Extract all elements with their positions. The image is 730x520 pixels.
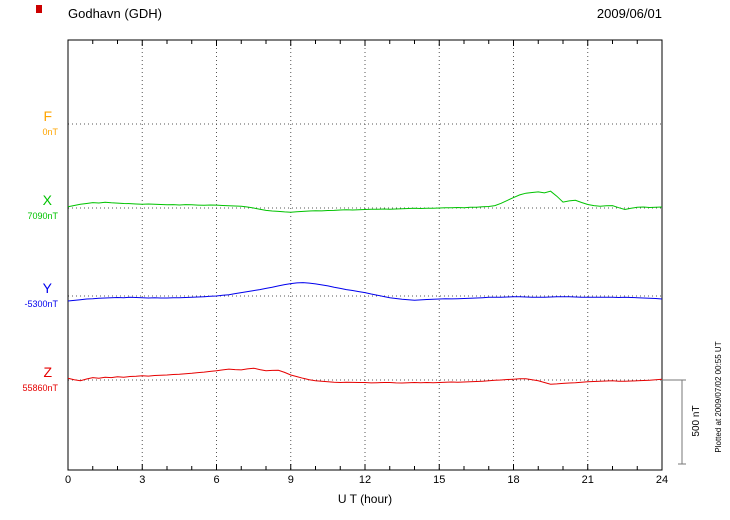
x-tick-label-0: 0 [64,474,72,486]
trace-Y [67,282,663,302]
series-baseline-value-F: 0nT [42,127,58,137]
series-baseline-value-Y: -5300nT [24,299,58,309]
series-letter-X: X [42,192,52,208]
series-letter-Y: Y [42,280,52,296]
scale-bar-label: 500 nT [691,405,702,437]
x-tick-label-18: 18 [507,474,520,486]
x-tick-label-24: 24 [655,474,669,486]
trace-Z [67,367,663,385]
x-tick-label-3: 3 [139,474,146,486]
series-letter-Z: Z [43,364,52,380]
series-baseline-value-Z: 55860nT [22,383,58,393]
series-letter-F: F [43,108,52,124]
date-label: 2009/06/01 [596,6,662,21]
x-axis-label: U T (hour) [337,492,393,506]
x-tick-label-9: 9 [287,474,294,486]
x-tick-label-12: 12 [358,474,372,486]
page-title: Godhavn (GDH) [68,6,162,21]
series-baseline-value-X: 7090nT [27,211,58,221]
plotted-at-note: Plotted at 2009/07/02 00:55 UT [714,341,723,453]
x-tick-label-6: 6 [213,474,220,486]
red-marker [36,5,42,13]
x-tick-label-15: 15 [433,474,446,486]
trace-X [67,190,663,213]
x-tick-label-21: 21 [581,474,594,486]
